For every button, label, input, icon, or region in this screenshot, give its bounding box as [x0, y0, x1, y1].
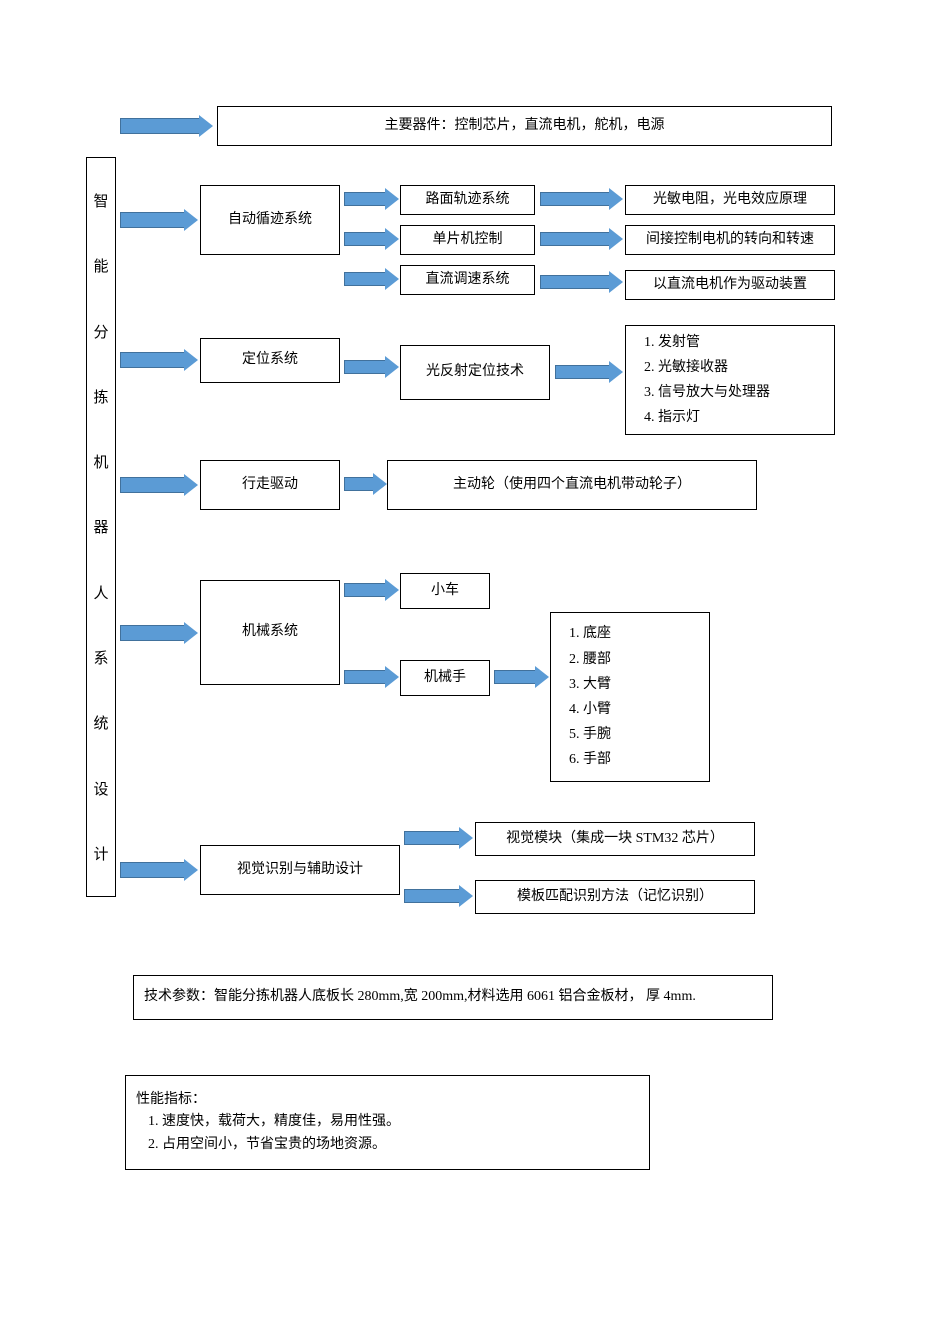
arrow-icon	[120, 625, 185, 641]
main-title-vertical: 智能分拣机器人系统设计	[86, 157, 116, 897]
box-tech-spec: 技术参数：智能分拣机器人底板长 280mm,宽 200mm,材料选用 6061 …	[133, 975, 773, 1020]
positioning-list-item: 指示灯	[658, 405, 770, 430]
title-char: 计	[93, 843, 108, 864]
box-arm: 机械手	[400, 660, 490, 696]
arrow-icon	[404, 889, 460, 903]
box-dc-motor-drive: 以直流电机作为驱动装置	[625, 270, 835, 300]
box-positioning-tech: 光反射定位技术	[400, 345, 550, 400]
title-char: 机	[93, 451, 108, 472]
box-photoresistor: 光敏电阻，光电效应原理	[625, 185, 835, 215]
title-char: 设	[93, 778, 108, 799]
box-tracking-system: 自动循迹系统	[200, 185, 340, 255]
box-positioning-list: 发射管光敏接收器信号放大与处理器指示灯	[625, 325, 835, 435]
box-mechanical-system: 机械系统	[200, 580, 340, 685]
title-char: 分	[93, 321, 108, 342]
arrow-icon	[494, 670, 536, 684]
arrow-icon	[404, 831, 460, 845]
title-char: 系	[93, 647, 108, 668]
box-road-track: 路面轨迹系统	[400, 185, 535, 215]
title-char: 器	[93, 516, 108, 537]
arrow-icon	[120, 212, 185, 228]
title-char: 能	[93, 255, 108, 276]
arm-list-item: 大臂	[583, 672, 611, 697]
arm-list-item: 小臂	[583, 697, 611, 722]
arrow-icon	[344, 232, 386, 246]
arrow-icon	[120, 862, 185, 878]
title-char: 智	[93, 190, 108, 211]
box-dc-speed: 直流调速系统	[400, 265, 535, 295]
box-drive: 行走驱动	[200, 460, 340, 510]
arm-list-item: 底座	[583, 621, 611, 646]
arrow-icon	[344, 583, 386, 597]
arrow-icon	[344, 192, 386, 206]
arrow-icon	[540, 192, 610, 206]
box-motor-indirect: 间接控制电机的转向和转速	[625, 225, 835, 255]
arrow-icon	[344, 272, 386, 286]
positioning-list-item: 发射管	[658, 330, 770, 355]
title-char: 统	[93, 712, 108, 733]
box-components: 主要器件：控制芯片，直流电机，舵机，电源	[217, 106, 832, 146]
arm-list-item: 腰部	[583, 647, 611, 672]
positioning-list-item: 光敏接收器	[658, 355, 770, 380]
box-car: 小车	[400, 573, 490, 609]
arrow-icon	[120, 477, 185, 493]
perf-title: 性能指标：	[136, 1089, 400, 1111]
box-performance: 性能指标： 1. 速度快，载荷大，精度佳，易用性强。 2. 占用空间小，节省宝贵…	[125, 1075, 650, 1170]
arrow-icon	[555, 365, 610, 379]
perf-item-2: 2. 占用空间小，节省宝贵的场地资源。	[136, 1134, 400, 1156]
box-vision-module: 视觉模块（集成一块 STM32 芯片）	[475, 822, 755, 856]
title-char: 人	[93, 582, 108, 603]
box-positioning: 定位系统	[200, 338, 340, 383]
box-mcu-control: 单片机控制	[400, 225, 535, 255]
title-char: 拣	[93, 386, 108, 407]
perf-item-1: 1. 速度快，载荷大，精度佳，易用性强。	[136, 1111, 400, 1133]
arrow-icon	[344, 360, 386, 374]
arrow-icon	[540, 275, 610, 289]
positioning-list-item: 信号放大与处理器	[658, 380, 770, 405]
arrow-icon	[540, 232, 610, 246]
arrow-icon	[344, 477, 374, 491]
arrow-icon	[120, 118, 200, 134]
arrow-icon	[120, 352, 185, 368]
box-template-match: 模板匹配识别方法（记忆识别）	[475, 880, 755, 914]
arm-list-item: 手腕	[583, 722, 611, 747]
box-vision-design: 视觉识别与辅助设计	[200, 845, 400, 895]
box-drive-wheel: 主动轮（使用四个直流电机带动轮子）	[387, 460, 757, 510]
arrow-icon	[344, 670, 386, 684]
arm-list-item: 手部	[583, 747, 611, 772]
box-arm-list: 底座腰部大臂小臂手腕手部	[550, 612, 710, 782]
